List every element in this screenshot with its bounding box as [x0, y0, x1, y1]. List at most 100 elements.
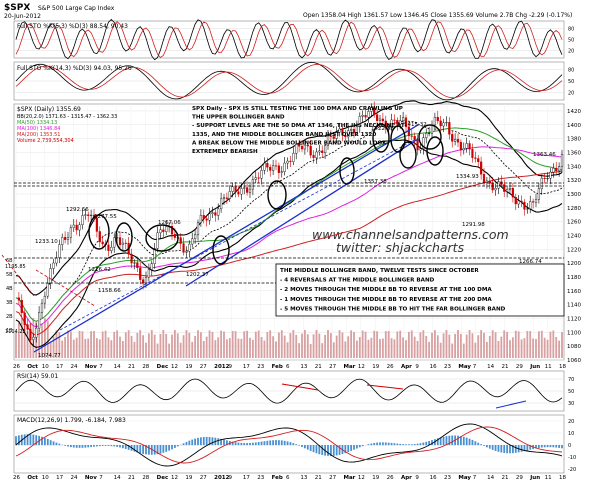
macd-histogram-bar — [538, 445, 540, 448]
macd-histogram-bar — [249, 443, 251, 445]
macd-histogram-bar — [87, 445, 89, 447]
volume-bar — [171, 335, 173, 358]
volume-bar — [197, 330, 199, 358]
x-tick-label: 17 — [56, 364, 63, 370]
volume-bar — [90, 331, 92, 358]
macd-histogram-bar — [483, 445, 485, 446]
macd-histogram-bar — [356, 445, 358, 448]
price-value-label: 1216.42 — [88, 267, 111, 273]
macd-histogram-bar — [194, 439, 196, 446]
candle-body — [448, 122, 450, 134]
macd-histogram-bar — [188, 441, 190, 446]
volume-bar — [561, 332, 563, 358]
volume-bar — [425, 336, 427, 358]
volume-bar — [125, 332, 127, 358]
macd-histogram-bar — [84, 445, 86, 448]
candle-body — [486, 181, 488, 182]
macd-histogram-bar — [177, 445, 179, 446]
candle-body — [382, 119, 384, 121]
annotation-box-line: THE MIDDLE BOLLINGER BAND, TWELVE TESTS … — [280, 268, 479, 274]
candle-body — [191, 239, 193, 244]
macd-histogram-bar — [457, 436, 459, 446]
index-name: S&P 500 Large Cap Index — [38, 5, 115, 12]
volume-bar — [188, 333, 190, 358]
candle-body — [437, 117, 439, 121]
x-tick-label: Oct — [27, 364, 38, 370]
candle-body — [524, 202, 526, 209]
x-tick-label: Mar — [343, 364, 355, 370]
x-tick-label-bottom: 23 — [444, 475, 451, 480]
candle-body — [96, 218, 98, 231]
candle-body — [544, 178, 546, 179]
x-tick-label: 24 — [70, 364, 77, 370]
volume-bar — [113, 332, 115, 358]
candle-body — [186, 251, 188, 252]
volume-bar — [526, 331, 528, 358]
price-value-label: 1292.66 — [66, 207, 89, 213]
macd-histogram-bar — [93, 445, 95, 447]
candle-body — [44, 296, 46, 303]
price-tick-label: 1200 — [567, 261, 581, 267]
candle-body — [119, 238, 121, 245]
macd-histogram-bar — [550, 445, 552, 447]
price-tick-label: 1240 — [567, 233, 581, 239]
x-tick-label: 7 — [473, 364, 477, 370]
candle-body — [87, 215, 89, 216]
macd-histogram-bar — [391, 443, 393, 445]
macd-histogram-bar — [313, 445, 315, 452]
macd-histogram-bar — [498, 445, 500, 452]
macd-histogram-bar — [186, 442, 188, 445]
volume-bar — [370, 338, 372, 358]
volume-bar — [142, 335, 144, 358]
volume-bar — [310, 344, 312, 358]
candle-body — [157, 233, 159, 249]
x-tick-label-bottom: 17 — [243, 475, 250, 480]
volume-bar — [477, 335, 479, 358]
candle-body — [209, 214, 211, 220]
x-tick-label: 26 — [387, 364, 394, 370]
macd-histogram-bar — [154, 445, 156, 455]
volume-bar — [420, 332, 422, 358]
x-tick-label-bottom: Mar — [343, 475, 355, 480]
candle-body — [264, 163, 266, 170]
candle-body — [321, 151, 323, 153]
volume-bar — [264, 341, 266, 358]
volume-bar — [292, 330, 294, 358]
candle-body — [217, 209, 219, 215]
symbol-label: $SPX — [4, 3, 30, 13]
candle-body — [446, 122, 448, 123]
candle-body — [223, 198, 225, 199]
x-tick-label: Jun — [529, 364, 540, 370]
volume-bar — [399, 331, 401, 358]
osc-tick-label: 70 — [568, 377, 574, 383]
volume-bar — [21, 318, 23, 358]
candle-body — [379, 119, 381, 121]
x-tick-label-bottom: 24 — [70, 475, 77, 480]
volume-bar — [316, 330, 318, 358]
macd-histogram-bar — [350, 445, 352, 451]
x-tick-label: 12 — [171, 364, 178, 370]
macd-histogram-bar — [142, 445, 144, 454]
price-value-label: 1114.22 — [5, 329, 26, 335]
volume-bar — [304, 330, 306, 358]
candle-body — [292, 153, 294, 161]
price-value-label: 1415.32 — [404, 122, 427, 128]
candle-body — [82, 215, 84, 224]
x-tick-label-bottom: 12 — [171, 475, 178, 480]
x-tick-label-bottom: 14 — [114, 475, 121, 480]
x-tick-label: 16 — [430, 364, 437, 370]
macd-histogram-bar — [295, 444, 297, 445]
volume-bar — [186, 330, 188, 358]
volume-bar — [368, 340, 370, 358]
x-tick-label: 23 — [444, 364, 451, 370]
osc-tick-label: 50 — [568, 79, 574, 85]
macd-histogram-bar — [171, 445, 173, 449]
candle-body — [428, 133, 430, 134]
candle-body — [474, 158, 476, 159]
macd-histogram-bar — [544, 445, 546, 447]
price-tick-label: 1160 — [567, 289, 581, 295]
volume-bar — [281, 330, 283, 358]
x-tick-label: 28 — [142, 364, 149, 370]
x-tick-label: 19 — [372, 364, 379, 370]
